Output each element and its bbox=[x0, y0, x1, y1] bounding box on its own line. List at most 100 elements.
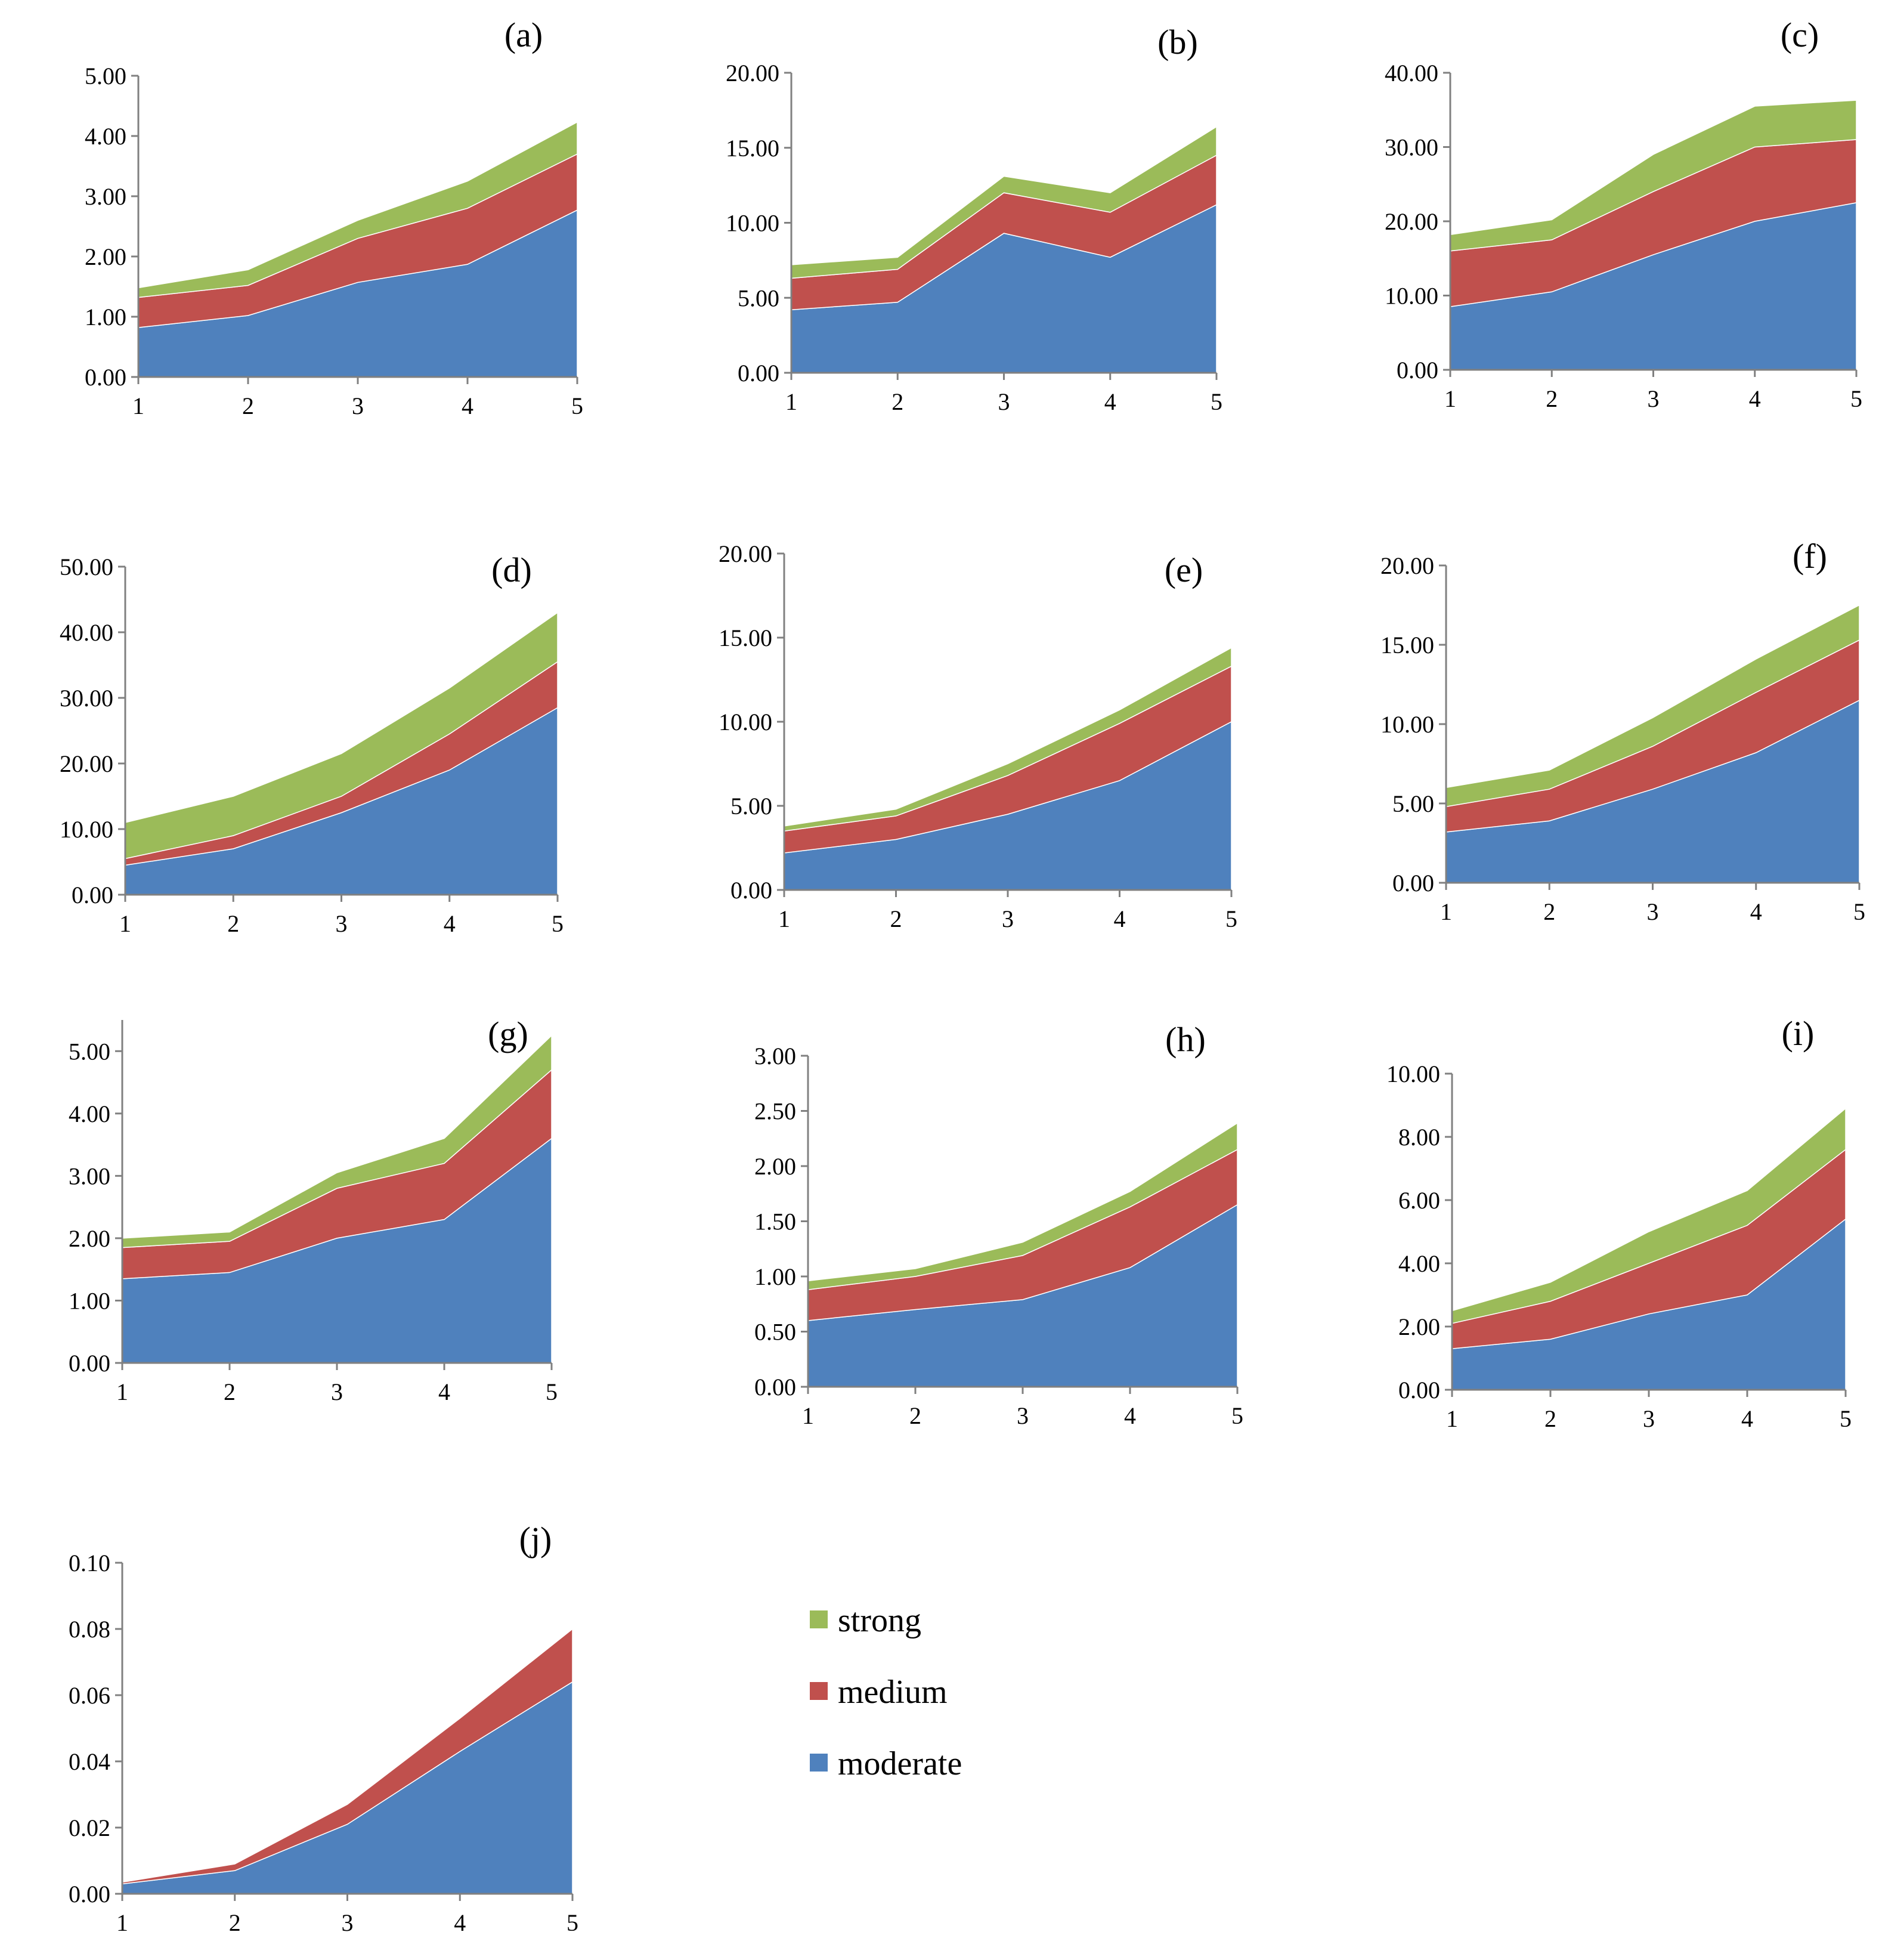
x-tick-label-a: 4 bbox=[462, 392, 473, 419]
y-tick-label-d: 30.00 bbox=[60, 685, 113, 712]
panel-title-a: (a) bbox=[504, 16, 543, 54]
y-tick-label-g: 2.00 bbox=[69, 1225, 110, 1252]
y-tick-label-g: 3.00 bbox=[69, 1163, 110, 1189]
y-tick-label-d: 10.00 bbox=[60, 816, 113, 843]
x-tick-label-a: 3 bbox=[352, 392, 364, 419]
chart-panel-d: 0.00 10.00 20.00 30.00 40.00 50.00 1 2 3 4 5 (d) bbox=[60, 551, 564, 937]
y-tick-label-g: 0.00 bbox=[69, 1350, 110, 1377]
y-tick-label-d: 20.00 bbox=[60, 750, 113, 777]
x-tick-label-h: 5 bbox=[1231, 1402, 1243, 1429]
y-tick-label-f: 0.00 bbox=[1392, 870, 1434, 896]
y-tick-label-j: 0.06 bbox=[69, 1682, 110, 1709]
y-tick-label-c: 10.00 bbox=[1385, 283, 1438, 310]
x-tick-label-h: 1 bbox=[802, 1402, 814, 1429]
y-tick-label-d: 50.00 bbox=[60, 554, 113, 580]
y-tick-label-b: 0.00 bbox=[738, 360, 779, 387]
area-strong-a bbox=[138, 121, 578, 298]
legend-swatch-moderate bbox=[810, 1754, 828, 1772]
y-tick-label-i: 6.00 bbox=[1398, 1187, 1440, 1214]
chart-panel-c: 0.00 10.00 20.00 30.00 40.00 1 2 3 4 5 (c) bbox=[1385, 16, 1862, 412]
x-tick-label-b: 1 bbox=[785, 388, 797, 415]
y-tick-label-h: 1.50 bbox=[754, 1208, 796, 1235]
chart-panel-h: 0.00 0.50 1.00 1.50 2.00 2.50 3.00 1 2 3 4 5 (h) bbox=[754, 1020, 1243, 1429]
y-tick-label-a: 2.00 bbox=[85, 243, 126, 270]
x-tick-label-b: 3 bbox=[998, 388, 1010, 415]
x-tick-label-e: 1 bbox=[778, 905, 790, 932]
chart-panel-i: 0.00 2.00 4.00 6.00 8.00 10.00 1 2 3 4 5 (i) bbox=[1386, 1014, 1852, 1432]
chart-panel-a: 0.00 1.00 2.00 3.00 4.00 5.00 1 2 3 4 5 (a) bbox=[85, 16, 583, 419]
x-tick-label-i: 5 bbox=[1840, 1405, 1852, 1432]
y-tick-label-c: 20.00 bbox=[1385, 208, 1438, 235]
x-tick-label-j: 3 bbox=[342, 1909, 354, 1936]
area-strong-e bbox=[784, 647, 1232, 832]
y-tick-label-d: 40.00 bbox=[60, 619, 113, 646]
area-strong-g bbox=[122, 1034, 552, 1248]
area-strong-d bbox=[125, 611, 558, 860]
y-tick-label-b: 10.00 bbox=[726, 210, 779, 237]
y-tick-label-c: 30.00 bbox=[1385, 134, 1438, 161]
x-tick-label-i: 4 bbox=[1741, 1405, 1753, 1432]
x-tick-label-c: 5 bbox=[1850, 385, 1862, 412]
y-tick-label-g: 1.00 bbox=[69, 1287, 110, 1314]
panel-title-h: (h) bbox=[1165, 1020, 1206, 1059]
x-tick-label-a: 2 bbox=[242, 392, 254, 419]
y-tick-label-h: 3.00 bbox=[754, 1043, 796, 1069]
panel-title-i: (i) bbox=[1782, 1014, 1815, 1053]
area-strong-c bbox=[1450, 100, 1857, 252]
x-tick-label-g: 5 bbox=[546, 1378, 558, 1405]
x-tick-label-d: 1 bbox=[119, 910, 131, 937]
chart-panel-f: 0.00 5.00 10.00 15.00 20.00 1 2 3 4 5 (f) bbox=[1380, 537, 1865, 925]
legend-swatch-medium bbox=[810, 1682, 828, 1700]
legend-label-moderate: moderate bbox=[838, 1745, 962, 1782]
y-tick-label-i: 0.00 bbox=[1398, 1377, 1440, 1403]
y-tick-label-i: 10.00 bbox=[1386, 1061, 1440, 1087]
x-tick-label-c: 2 bbox=[1546, 385, 1558, 412]
chart-panel-j: 0.00 0.02 0.04 0.06 0.08 0.10 1 2 3 4 5 (j) bbox=[69, 1520, 578, 1936]
y-tick-label-i: 8.00 bbox=[1398, 1124, 1440, 1151]
chart-panel-g: 0.00 1.00 2.00 3.00 4.00 5.00 1 2 3 4 5 (g) bbox=[69, 1015, 558, 1405]
x-tick-label-j: 2 bbox=[229, 1909, 241, 1936]
y-tick-label-c: 0.00 bbox=[1397, 357, 1438, 384]
x-tick-label-a: 1 bbox=[132, 392, 144, 419]
y-tick-label-i: 2.00 bbox=[1398, 1313, 1440, 1340]
y-tick-label-g: 4.00 bbox=[69, 1100, 110, 1127]
area-strong-b bbox=[791, 126, 1217, 279]
chart-panels: 0.00 1.00 2.00 3.00 4.00 5.00 1 2 3 4 5 (a) 0.00 5.00… bbox=[60, 16, 1865, 1936]
y-tick-label-h: 2.50 bbox=[754, 1098, 796, 1125]
panel-title-f: (f) bbox=[1793, 537, 1827, 576]
x-tick-label-f: 2 bbox=[1543, 898, 1555, 925]
y-tick-label-j: 0.02 bbox=[69, 1814, 110, 1841]
x-tick-label-g: 3 bbox=[331, 1378, 343, 1405]
legend-swatch-strong bbox=[810, 1610, 828, 1628]
x-tick-label-f: 1 bbox=[1440, 898, 1452, 925]
x-tick-label-e: 5 bbox=[1225, 905, 1237, 932]
y-tick-label-h: 0.00 bbox=[754, 1374, 796, 1401]
x-tick-label-d: 3 bbox=[336, 910, 348, 937]
area-medium-j bbox=[122, 1628, 573, 1885]
x-tick-label-e: 4 bbox=[1114, 905, 1126, 932]
area-strong-h bbox=[807, 1122, 1238, 1291]
panel-title-c: (c) bbox=[1781, 16, 1819, 54]
y-tick-label-d: 0.00 bbox=[72, 882, 113, 908]
y-tick-label-a: 5.00 bbox=[85, 63, 126, 89]
y-tick-label-e: 20.00 bbox=[719, 540, 772, 567]
y-tick-label-a: 0.00 bbox=[85, 364, 126, 391]
y-tick-label-h: 2.00 bbox=[754, 1153, 796, 1180]
x-tick-label-g: 1 bbox=[116, 1378, 128, 1405]
area-strong-i bbox=[1451, 1107, 1846, 1324]
y-tick-label-e: 10.00 bbox=[719, 709, 772, 735]
y-tick-label-a: 4.00 bbox=[85, 123, 126, 150]
x-tick-label-i: 3 bbox=[1643, 1405, 1655, 1432]
x-tick-label-f: 3 bbox=[1647, 898, 1659, 925]
x-tick-label-f: 5 bbox=[1853, 898, 1865, 925]
x-tick-label-d: 2 bbox=[227, 910, 239, 937]
y-tick-label-c: 40.00 bbox=[1385, 60, 1438, 86]
chart-panel-b: 0.00 5.00 10.00 15.00 20.00 1 2 3 4 5 (b) bbox=[726, 23, 1222, 415]
panel-title-g: (g) bbox=[488, 1015, 528, 1053]
x-tick-label-b: 2 bbox=[891, 388, 903, 415]
legend-label-medium: medium bbox=[838, 1674, 948, 1711]
y-tick-label-a: 3.00 bbox=[85, 183, 126, 210]
y-tick-label-e: 5.00 bbox=[730, 793, 772, 820]
y-tick-label-f: 10.00 bbox=[1380, 711, 1434, 738]
